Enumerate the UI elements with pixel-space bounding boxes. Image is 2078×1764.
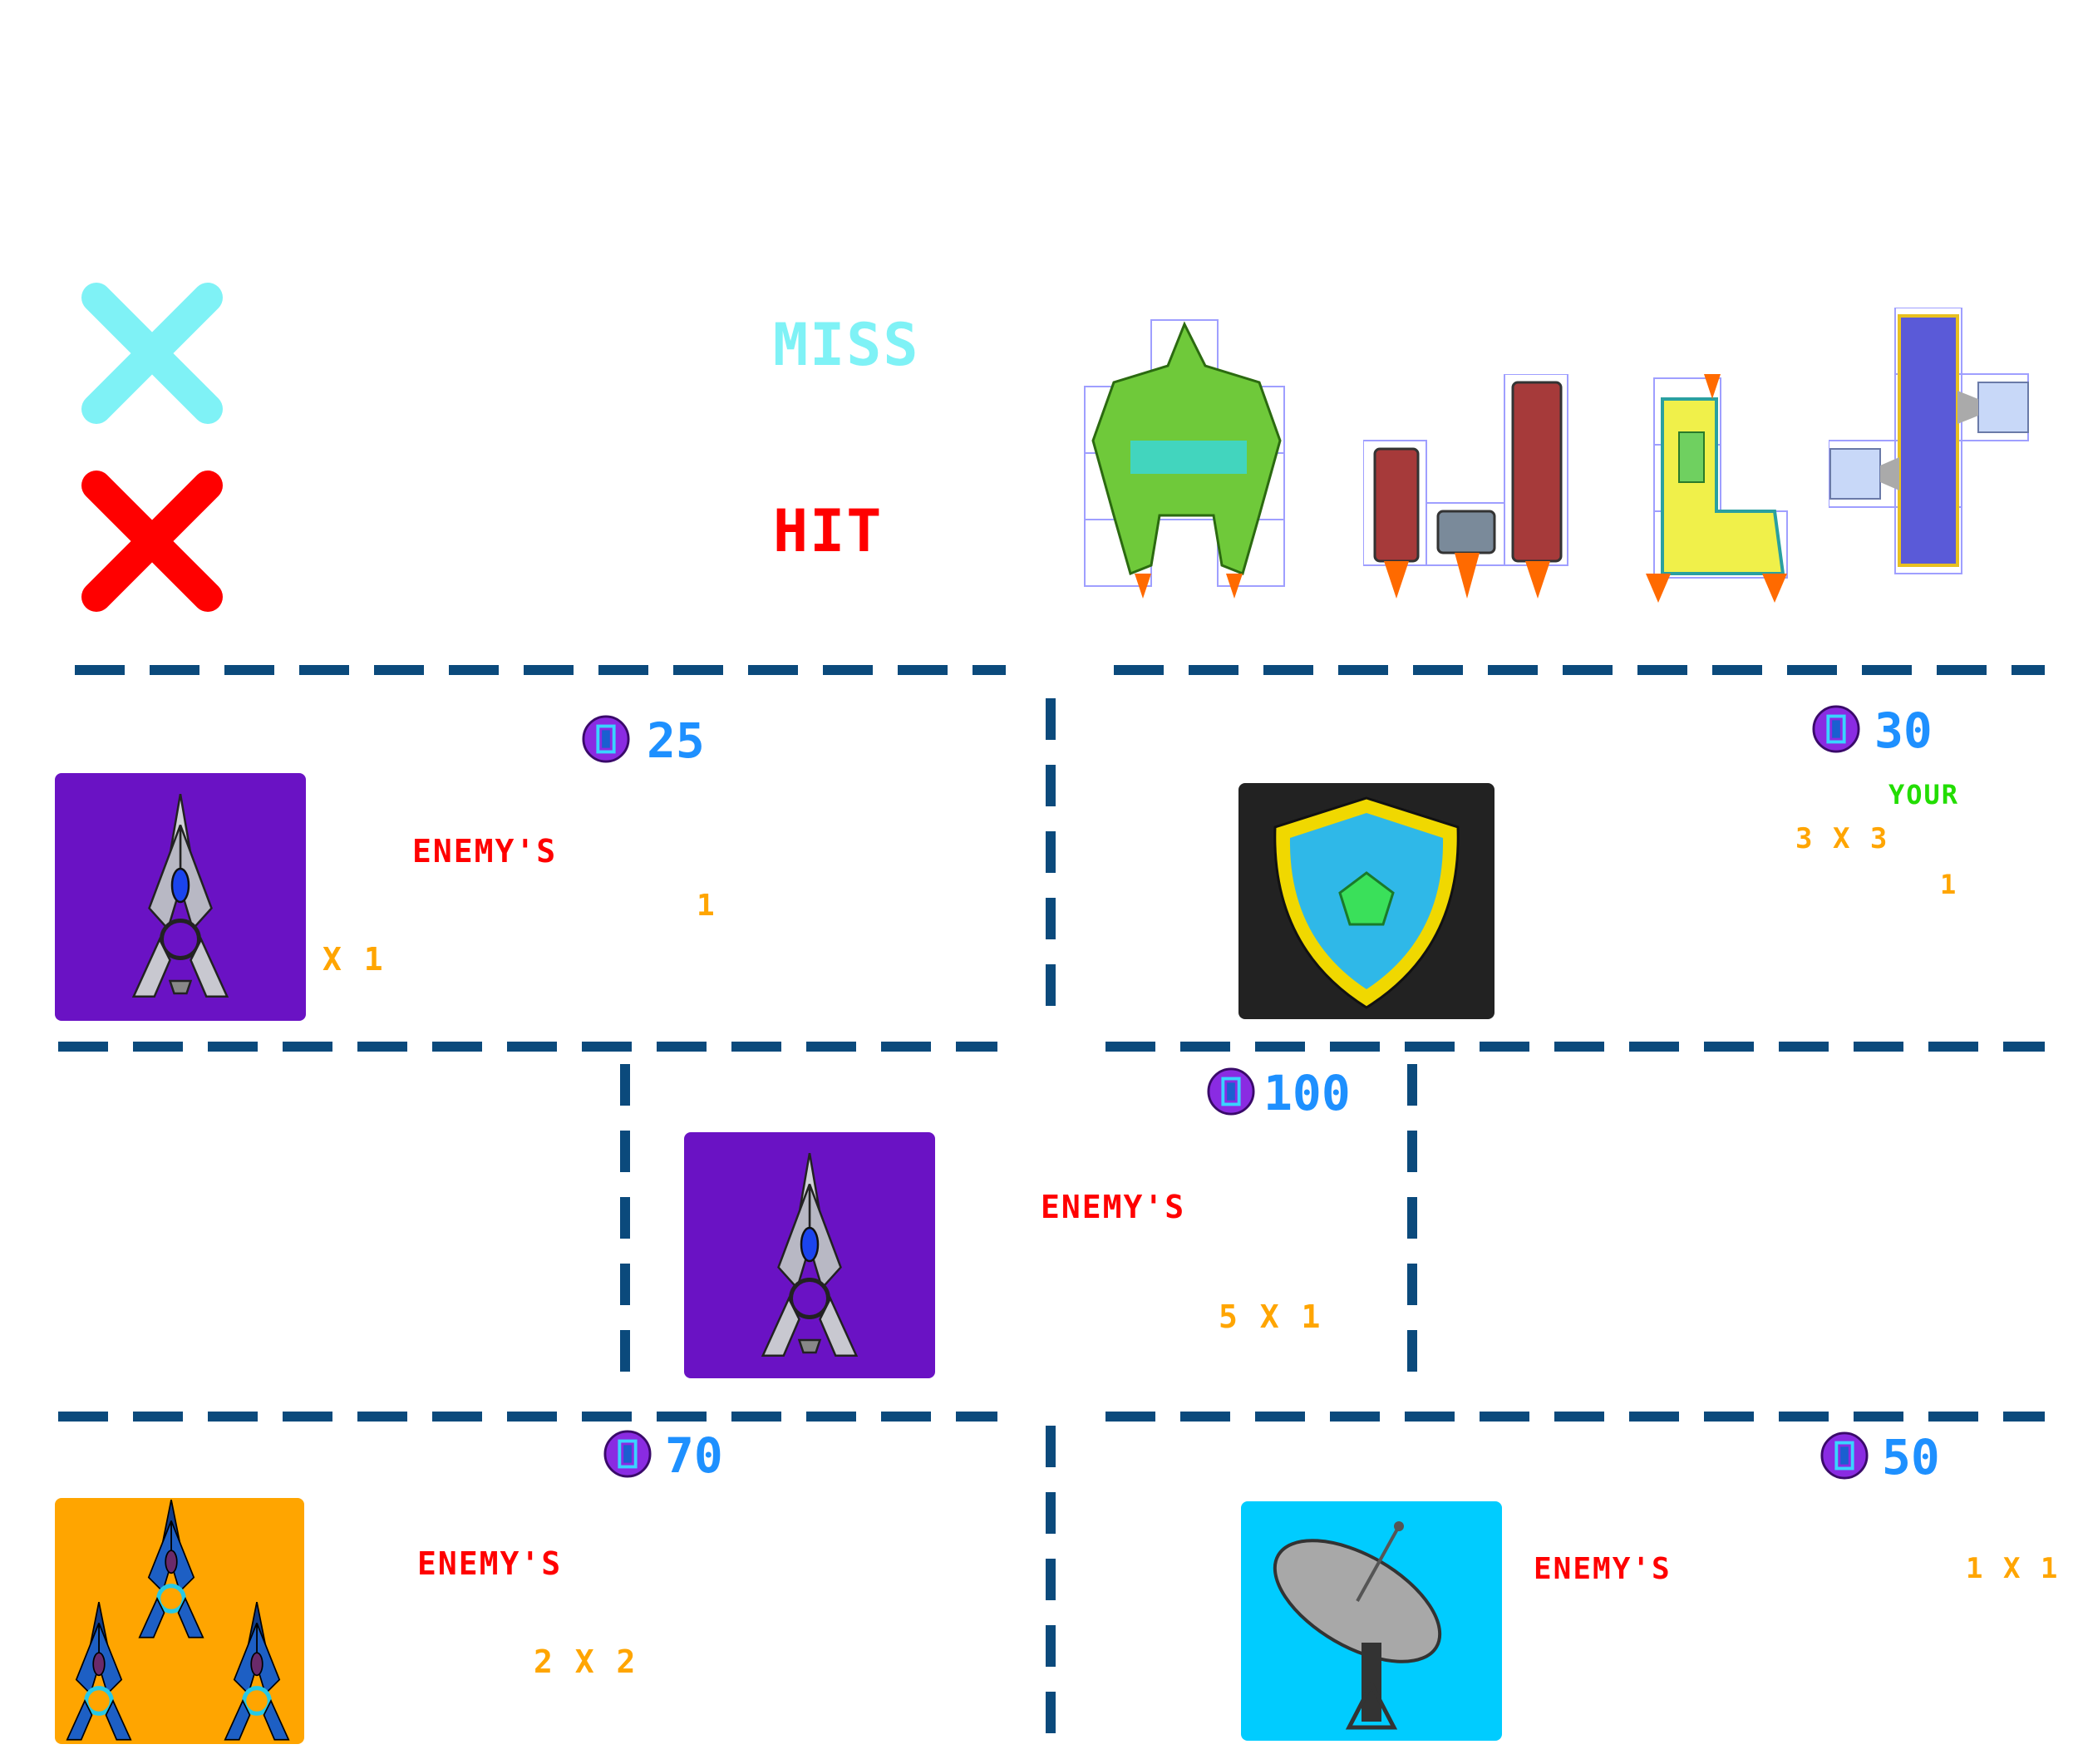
divider-row2-left-bottom [58,1412,997,1422]
divider-row1-left [58,1042,997,1052]
blue-satellite-ship[interactable] [1829,308,2061,582]
divider-row3-center [1046,1426,1056,1758]
price-missile: 25 [647,712,705,769]
price-shield: 30 [1874,702,1933,759]
divider-row1-right [1105,1042,2045,1052]
size-torpedo: 5 X 1 [1219,1298,1322,1335]
miss-marker-icon [81,283,223,424]
hit-label: HIT [773,497,884,565]
owner-shield: YOUR [1888,779,1960,811]
red-twin-ship[interactable] [1363,374,1571,607]
cluster-card[interactable] [55,1498,304,1744]
divider-row1-center [1046,698,1056,1031]
radar-card[interactable] [1241,1501,1502,1741]
size-cluster: 2 X 2 [534,1643,638,1680]
hit-marker-icon [81,471,223,612]
yellow-l-ship[interactable] [1637,366,1804,607]
missile-icon [755,1153,864,1361]
price-torpedo: 100 [1263,1065,1351,1121]
size-missile: X 1 [323,941,385,978]
owner-cluster: ENEMY'S [417,1545,563,1582]
missile-card[interactable] [55,773,306,1021]
size-radar: 1 X 1 [1966,1552,2060,1585]
divider-row2-left [620,1064,630,1397]
owner-radar: ENEMY'S [1534,1552,1672,1586]
green-mech-ship[interactable] [1081,316,1297,599]
size-shield: 3 X 3 [1795,822,1889,855]
divider-row2-right [1407,1064,1417,1397]
owner-torpedo: ENEMY'S [1041,1189,1186,1225]
radar-dish-icon [1273,1521,1442,1730]
miss-label: MISS [773,311,920,379]
coin-icon [1820,1431,1869,1480]
count-shield: 1 [1940,869,1958,900]
divider-row2-right-bottom [1105,1412,2045,1422]
divider-top-right [1114,665,2045,675]
owner-missile: ENEMY'S [412,833,558,870]
price-cluster: 70 [665,1427,723,1484]
shield-card[interactable] [1238,783,1494,1019]
divider-top-left [75,665,1006,675]
coin-icon [603,1430,652,1478]
price-radar: 50 [1882,1429,1940,1486]
cluster-missile-icon [55,1498,304,1744]
coin-icon [1812,705,1860,753]
shield-icon [1273,796,1460,1009]
count-missile: 1 [697,889,716,923]
missile-icon [126,794,235,1002]
coin-icon [582,715,630,763]
coin-icon [1207,1067,1255,1116]
torpedo-card[interactable] [684,1132,935,1378]
